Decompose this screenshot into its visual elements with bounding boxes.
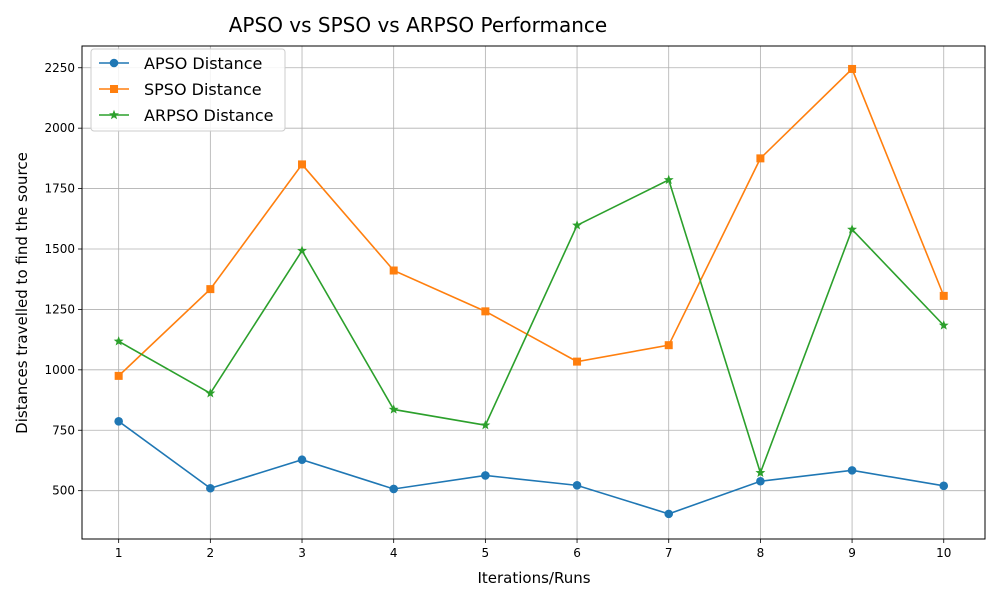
- spso-distance-point: [298, 160, 307, 169]
- arpso-distance-point: [572, 220, 582, 230]
- arpso-distance-point: [480, 419, 491, 430]
- legend-label-arpso-distance: ARPSO Distance: [144, 106, 274, 125]
- x-tick-label: 6: [573, 546, 581, 560]
- arpso-distance-point: [938, 320, 949, 330]
- arpso-distance-point: [205, 388, 216, 398]
- y-tick-label: 1750: [44, 182, 75, 196]
- spso-distance-line: [118, 67, 945, 377]
- apso-distance-point: [664, 509, 674, 519]
- spso-distance-point: [848, 64, 857, 73]
- arpso-distance-point: [388, 404, 399, 414]
- x-tick-label: 1: [115, 546, 123, 560]
- spso-distance-point: [939, 291, 948, 300]
- y-tick-label: 2000: [44, 121, 75, 135]
- spso-distance-point: [114, 371, 123, 380]
- spso-distance-point: [573, 357, 582, 366]
- y-tick-label: 1500: [44, 242, 75, 256]
- spso-distance-point: [206, 285, 215, 294]
- arpso-distance-point: [847, 224, 858, 234]
- apso-distance-point: [756, 476, 765, 486]
- spso-distance-point: [481, 307, 490, 316]
- y-tick-label: 1250: [44, 302, 75, 316]
- arpso-distance-point: [663, 174, 674, 185]
- legend-marker-spso-distance: [110, 85, 118, 93]
- arpso-distance-point: [755, 467, 766, 477]
- apso-distance-point: [572, 481, 582, 490]
- spso-distance-point: [664, 341, 673, 350]
- chart-title: APSO vs SPSO vs ARPSO Performance: [229, 13, 608, 37]
- legend-marker-arpso-distance: [109, 109, 119, 120]
- x-tick-label: 4: [390, 546, 398, 560]
- spso-distance-point: [756, 154, 765, 163]
- apso-distance-point: [206, 483, 215, 493]
- arpso-distance-line: [118, 178, 945, 476]
- legend-label-spso-distance: SPSO Distance: [144, 80, 262, 99]
- legend-box: [90, 48, 286, 132]
- arpso-distance-point: [113, 336, 124, 346]
- x-tick-label: 10: [936, 546, 951, 560]
- y-axis-ticks: 500 750 1000 1250 1500 1750 2000 2250: [44, 61, 82, 498]
- x-tick-label: 5: [482, 546, 490, 560]
- y-tick-label: 500: [52, 484, 75, 498]
- legend-marker-apso-distance: [109, 58, 119, 68]
- x-tick-label: 3: [298, 546, 306, 560]
- apso-distance-point: [114, 417, 123, 426]
- x-axis-title: Iterations/Runs: [477, 569, 590, 587]
- apso-distance-point: [481, 471, 490, 480]
- y-tick-label: 1000: [44, 363, 75, 377]
- x-tick-label: 9: [848, 546, 856, 560]
- x-axis-ticks: 1 2 3 4 5 6 7 8 9 10: [115, 539, 951, 560]
- apso-distance-point: [939, 481, 949, 491]
- apso-distance-point: [389, 484, 398, 494]
- spso-distance-point: [389, 266, 398, 275]
- y-axis-title: Distances travelled to find the source: [13, 152, 31, 434]
- apso-distance-point: [847, 466, 857, 475]
- x-tick-label: 7: [665, 546, 673, 560]
- series-markers: [113, 64, 949, 519]
- legend: APSO Distance SPSO Distance ARPSO Distance: [90, 48, 286, 132]
- plot-frame: [81, 45, 986, 540]
- series-lines: [118, 67, 945, 515]
- x-tick-label: 8: [757, 546, 765, 560]
- grid-lines: [82, 46, 985, 539]
- y-tick-label: 2250: [44, 61, 75, 75]
- apso-distance-line: [118, 420, 944, 515]
- x-tick-label: 2: [207, 546, 215, 560]
- legend-label-apso-distance: APSO Distance: [144, 54, 262, 73]
- y-tick-label: 750: [52, 423, 75, 437]
- arpso-distance-point: [297, 245, 307, 255]
- apso-distance-point: [297, 455, 307, 465]
